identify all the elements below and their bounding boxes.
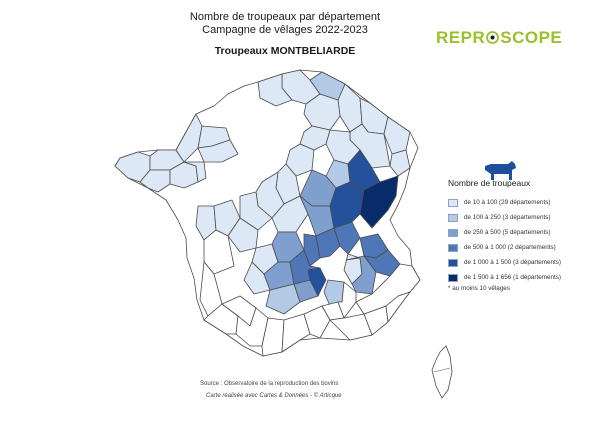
map-title-line1: Nombre de troupeaux par département: [189, 11, 381, 23]
dept-bouches-du-rhone: [329, 313, 373, 341]
legend-item: de 250 à 500 (5 départements): [448, 225, 593, 240]
source-text: Source : Observatoire de la reproduction…: [200, 381, 339, 387]
legend-swatch: [448, 243, 458, 252]
map-title-line2: Campagne de vêlages 2022-2023: [202, 24, 368, 36]
cow-icon: [485, 161, 516, 180]
credit-text: Carte réalisée avec Cartes & Données - ©…: [206, 393, 342, 399]
legend-label: de 1 500 à 1 656 (1 départements): [464, 274, 561, 281]
corsica-outline: [431, 345, 453, 399]
legend-label: de 10 à 100 (29 départements): [464, 199, 551, 206]
map-subtitle: Troupeaux MONTBELIARDE: [214, 45, 356, 57]
legend-item: de 1 500 à 1 656 (1 départements): [448, 270, 593, 285]
legend-label: de 1 000 à 1 500 (3 départements): [464, 259, 561, 266]
dept-aude: [281, 313, 311, 353]
corsica-divider: [433, 367, 451, 373]
legend-item: de 10 à 100 (29 départements): [448, 195, 593, 210]
reproscope-logo: REPR SCOPE: [436, 28, 562, 48]
legend-label: de 250 à 500 (5 départements): [464, 229, 551, 236]
dept-loire: [303, 233, 321, 267]
dept-rhone: [315, 227, 341, 259]
dept-mayenne: [183, 161, 207, 183]
logo-cow-icon: [486, 31, 500, 44]
legend-swatch: [448, 198, 458, 207]
dept-drome: [337, 281, 357, 319]
legend-item: de 100 à 250 (3 départements): [448, 210, 593, 225]
legend-swatch: [448, 228, 458, 237]
legend-note: * au moins 10 vêlages: [448, 285, 510, 292]
legend-swatch: [448, 273, 458, 282]
legend-swatch: [448, 258, 458, 267]
dept-pas-de-calais: [257, 73, 293, 107]
legend-item: de 1 000 à 1 500 (3 départements): [448, 255, 593, 270]
dept-haute-vienne: [227, 217, 259, 253]
dept-herault: [303, 305, 331, 339]
legend-title: Nombre de troupeaux: [448, 178, 531, 188]
legend: Nombre de troupeaux de 10 à 100 (29 dépa…: [448, 178, 593, 292]
legend-swatch: [448, 213, 458, 222]
dept-lot: [243, 261, 271, 295]
dept-alpes-hp: [355, 263, 421, 315]
logo-text-right: SCOPE: [500, 28, 563, 47]
dept-cantal-core: [307, 267, 327, 297]
legend-label: de 100 à 250 (3 départements): [464, 214, 551, 221]
dept-haut-rhin: [389, 149, 411, 177]
legend-label: de 500 à 1 000 (2 départements): [464, 244, 556, 251]
legend-item: de 500 à 1 000 (2 départements): [448, 240, 593, 255]
dept-doubs: [359, 175, 399, 229]
logo-text-left: REPR: [436, 28, 486, 47]
dept-ardennes: [309, 71, 346, 101]
